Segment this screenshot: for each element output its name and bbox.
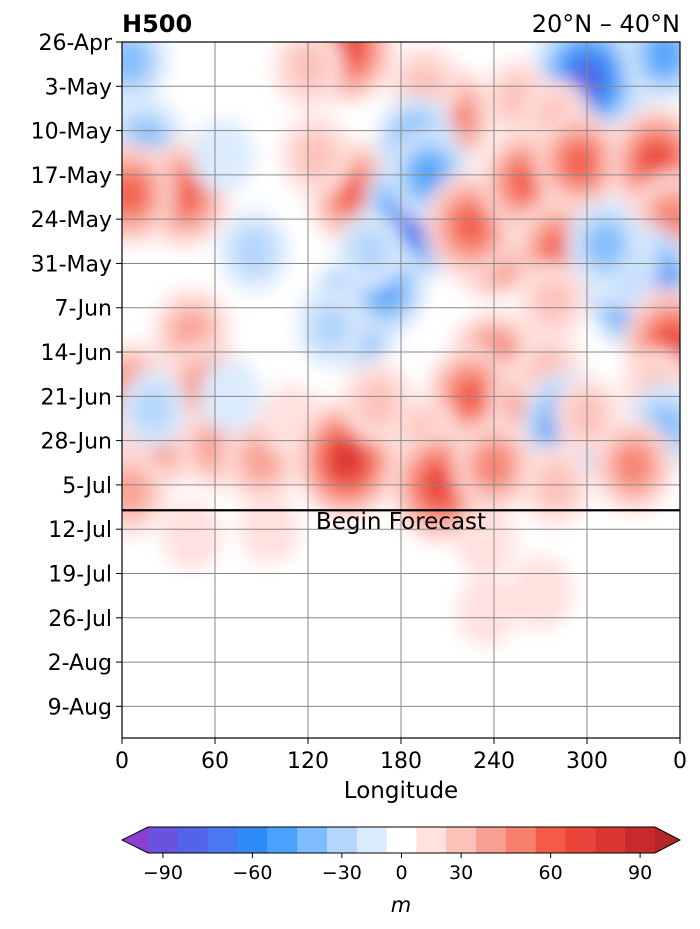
colorbar-unit-label: m	[391, 893, 411, 917]
colorbar-tick-label: 30	[449, 862, 473, 884]
x-tick-label: 120	[287, 749, 329, 774]
anomaly-30	[566, 198, 645, 291]
anomaly-field	[122, 42, 680, 647]
x-axis-label: Longitude	[344, 778, 458, 804]
anomaly-27	[190, 118, 255, 194]
colorbar-segment	[595, 827, 626, 853]
colorbar-tick-label: −60	[232, 862, 272, 884]
anomaly-34	[519, 262, 587, 341]
colorbar-segment	[326, 827, 358, 853]
plot-area: Begin Forecast	[121, 41, 681, 739]
anomaly-13	[122, 141, 175, 247]
anomaly-51	[294, 398, 399, 521]
y-tick-label: 17-May	[31, 164, 112, 189]
x-tick-label: 0	[115, 749, 129, 774]
anomaly-26	[218, 209, 290, 293]
anomaly-63	[456, 506, 517, 577]
colorbar-outline	[120, 826, 682, 854]
y-tick-label: 26-Jul	[48, 607, 112, 632]
colorbar-segment	[625, 827, 656, 853]
x-tick-label: 300	[566, 749, 608, 774]
colorbar-segment	[267, 827, 298, 853]
colorbar-tick-label: 60	[539, 862, 563, 884]
region-label: 20°N – 40°N	[532, 10, 680, 38]
anomaly-61	[336, 211, 404, 291]
anomaly-59	[122, 369, 187, 449]
anomaly-22	[534, 109, 624, 215]
x-axis-ticks: 0 60 120 180 240 300 0	[115, 738, 687, 774]
colorbar-segment	[535, 827, 567, 853]
y-tick-label: 2-Aug	[48, 651, 112, 676]
colorbar-extend-max	[655, 827, 680, 853]
y-tick-label: 10-May	[31, 120, 112, 145]
y-tick-label: 9-Aug	[48, 695, 112, 720]
anomaly-65	[456, 576, 517, 647]
y-tick-label: 12-Jul	[48, 518, 112, 543]
colorbar-segment	[416, 827, 447, 853]
y-tick-label: 5-Jul	[62, 474, 112, 499]
x-tick-label: 180	[380, 749, 422, 774]
colorbar-segment	[356, 827, 388, 853]
y-axis-ticks: 26-Apr 3-May 10-May 17-May 24-May 31-May 7-Jun…	[31, 31, 122, 720]
colorbar-tick-label: −30	[322, 862, 362, 884]
anomaly-15	[280, 114, 352, 198]
anomaly-2	[623, 42, 680, 103]
y-tick-label: 21-Jun	[40, 385, 112, 410]
y-tick-label: 28-Jun	[40, 430, 112, 455]
chart-title: H500	[122, 10, 192, 38]
y-tick-label: 14-Jun	[40, 341, 112, 366]
colorbar-segment	[297, 827, 328, 853]
colorbar-segment	[565, 827, 596, 853]
anomaly-58	[122, 445, 169, 538]
y-tick-label: 3-May	[45, 75, 112, 100]
colorbar-segment	[148, 827, 179, 853]
colorbar-tick-label: 0	[395, 862, 407, 884]
x-tick-label: 240	[473, 749, 515, 774]
colorbar-tick-label: 90	[628, 862, 652, 884]
x-tick-label: 60	[201, 749, 229, 774]
begin-forecast-label: Begin Forecast	[316, 509, 486, 535]
colorbar-segment	[446, 827, 477, 853]
anomaly-33	[295, 285, 367, 369]
colorbar-segment	[386, 827, 417, 853]
y-tick-label: 24-May	[31, 208, 112, 233]
anomaly-66	[161, 500, 222, 571]
colorbar-tick-label: −90	[143, 862, 183, 884]
y-tick-label: 7-Jun	[54, 297, 112, 322]
x-tick-label: 0	[673, 749, 687, 774]
anomaly-57	[592, 417, 675, 514]
colorbar: −90 −60 −30 0 30 60 90	[120, 826, 682, 884]
y-tick-label: 19-Jul	[48, 562, 112, 587]
colorbar-segment	[207, 827, 238, 853]
colorbar-segment	[505, 827, 537, 853]
colorbar-segment	[237, 827, 268, 853]
y-tick-label: 31-May	[31, 252, 112, 277]
colorbar-extend-min	[122, 827, 148, 853]
anomaly-3	[122, 42, 169, 107]
colorbar-segment	[476, 827, 507, 853]
y-tick-label: 26-Apr	[38, 31, 112, 56]
colorbar-segment	[177, 827, 209, 853]
anomaly-64	[508, 555, 573, 630]
